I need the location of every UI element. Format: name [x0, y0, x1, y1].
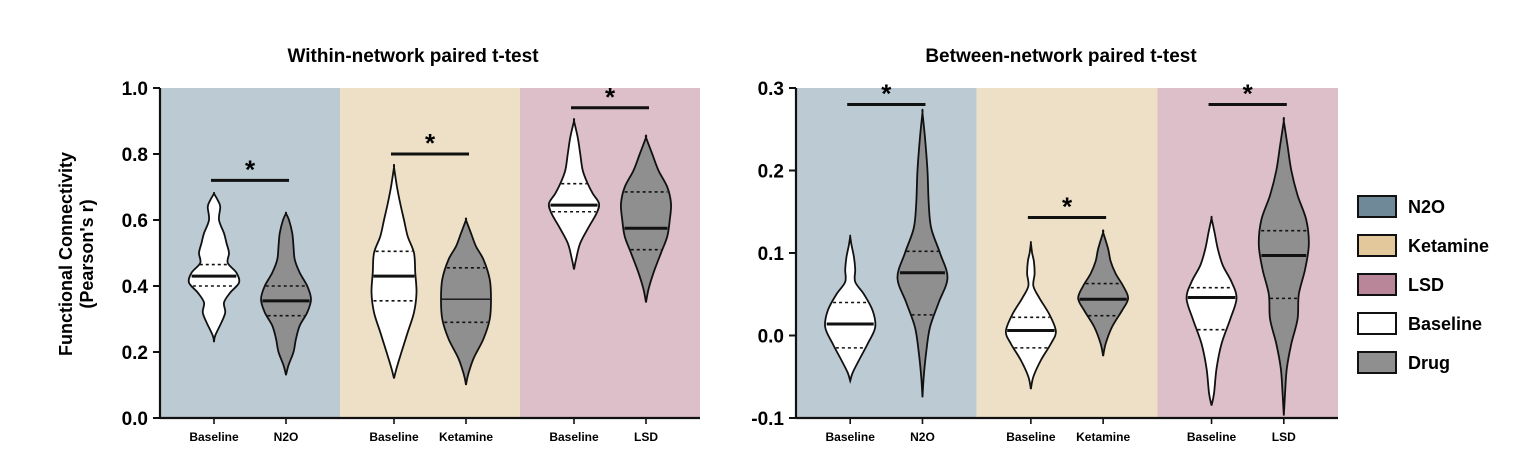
band-n2o [160, 88, 340, 418]
violin-shape [896, 108, 949, 398]
y-tick-label: -0.1 [751, 409, 784, 430]
legend-swatch-baseline [1357, 312, 1397, 335]
violin-shape [1077, 229, 1130, 357]
x-tick-label: LSD [634, 430, 658, 444]
y-tick-label: 0.6 [122, 211, 148, 232]
violin-n2o-n2o [896, 108, 949, 398]
violin-baseline-ketamine [1004, 240, 1057, 390]
significance-star: * [881, 79, 892, 109]
violin-ketamine-ketamine [440, 217, 492, 386]
x-tick-label: Baseline [549, 430, 599, 444]
violin-shape [1185, 215, 1238, 406]
y-tick-label: 0.8 [122, 145, 148, 166]
x-tick-label: Baseline [1187, 430, 1237, 444]
violin-shape [370, 163, 418, 379]
significance-star: * [245, 154, 256, 184]
violin-baseline-n2o [824, 234, 877, 384]
band-ketamine [976, 88, 1158, 418]
violin-shape [440, 217, 492, 386]
panel-title-between: Between-network paired t-test [925, 46, 1197, 67]
violin-ketamine-ketamine [1077, 229, 1130, 357]
violin-baseline-ketamine [370, 163, 418, 379]
y-tick-label: 0.2 [122, 343, 148, 364]
y-tick-label: 0.0 [758, 327, 784, 348]
band-lsd [1157, 88, 1339, 418]
legend-swatch-drug [1357, 351, 1397, 374]
x-tick-label: Baseline [1006, 430, 1056, 444]
y-tick-label: 1.0 [122, 79, 148, 100]
violin-shape [620, 134, 672, 303]
legend: N2O Ketamine LSD Baseline Drug [1357, 195, 1489, 374]
violin-lsd-lsd [1257, 117, 1310, 416]
significance-star: * [425, 128, 436, 158]
y-axis-label-line1: Functional Connectivity [56, 152, 76, 356]
violin-n2o-n2o [260, 211, 312, 376]
x-tick-label: Baseline [826, 430, 876, 444]
violin-baseline-n2o [187, 191, 241, 343]
y-tick-label: 0.4 [122, 277, 149, 298]
violin-baseline-lsd [547, 118, 601, 270]
legend-label-n2o: N2O [1408, 197, 1445, 217]
x-tick-label: N2O [274, 430, 299, 444]
band-lsd [520, 88, 700, 418]
x-tick-label: LSD [1272, 430, 1296, 444]
legend-label-drug: Drug [1408, 353, 1450, 373]
violin-shape [260, 211, 312, 376]
band-ketamine [340, 88, 520, 418]
y-tick-label: 0.0 [122, 409, 148, 430]
violin-lsd-lsd [620, 134, 672, 303]
x-tick-label: Baseline [189, 430, 239, 444]
x-tick-label: Ketamine [1076, 430, 1130, 444]
legend-swatch-ketamine [1357, 234, 1397, 257]
band-n2o [796, 88, 977, 418]
panel-within-network: Within-network paired t-test Functional … [56, 46, 700, 444]
legend-label-baseline: Baseline [1408, 314, 1482, 334]
x-tick-label: N2O [910, 430, 935, 444]
x-tick-label: Baseline [369, 430, 419, 444]
violin-shape [1257, 117, 1310, 416]
legend-label-lsd: LSD [1408, 275, 1444, 295]
legend-label-ketamine: Ketamine [1408, 236, 1489, 256]
legend-swatch-lsd [1357, 273, 1397, 296]
legend-swatch-n2o [1357, 195, 1397, 218]
significance-star: * [1062, 192, 1073, 222]
y-tick-label: 0.2 [758, 162, 784, 183]
significance-star: * [1243, 79, 1254, 109]
significance-star: * [605, 82, 616, 112]
panel-between-network: Between-network paired t-test Baseline N2… [751, 46, 1339, 444]
x-tick-label: Ketamine [439, 430, 493, 444]
violin-baseline-lsd [1185, 215, 1238, 406]
violin-shape [547, 118, 601, 270]
violin-shape [1004, 240, 1057, 390]
y-tick-label: 0.1 [758, 244, 785, 265]
violin-shape [187, 191, 241, 343]
violin-shape [824, 234, 877, 384]
panel-title-within: Within-network paired t-test [287, 46, 539, 67]
y-tick-label: 0.3 [758, 79, 784, 100]
y-axis-label-line2: (Pearson's r) [77, 199, 97, 308]
